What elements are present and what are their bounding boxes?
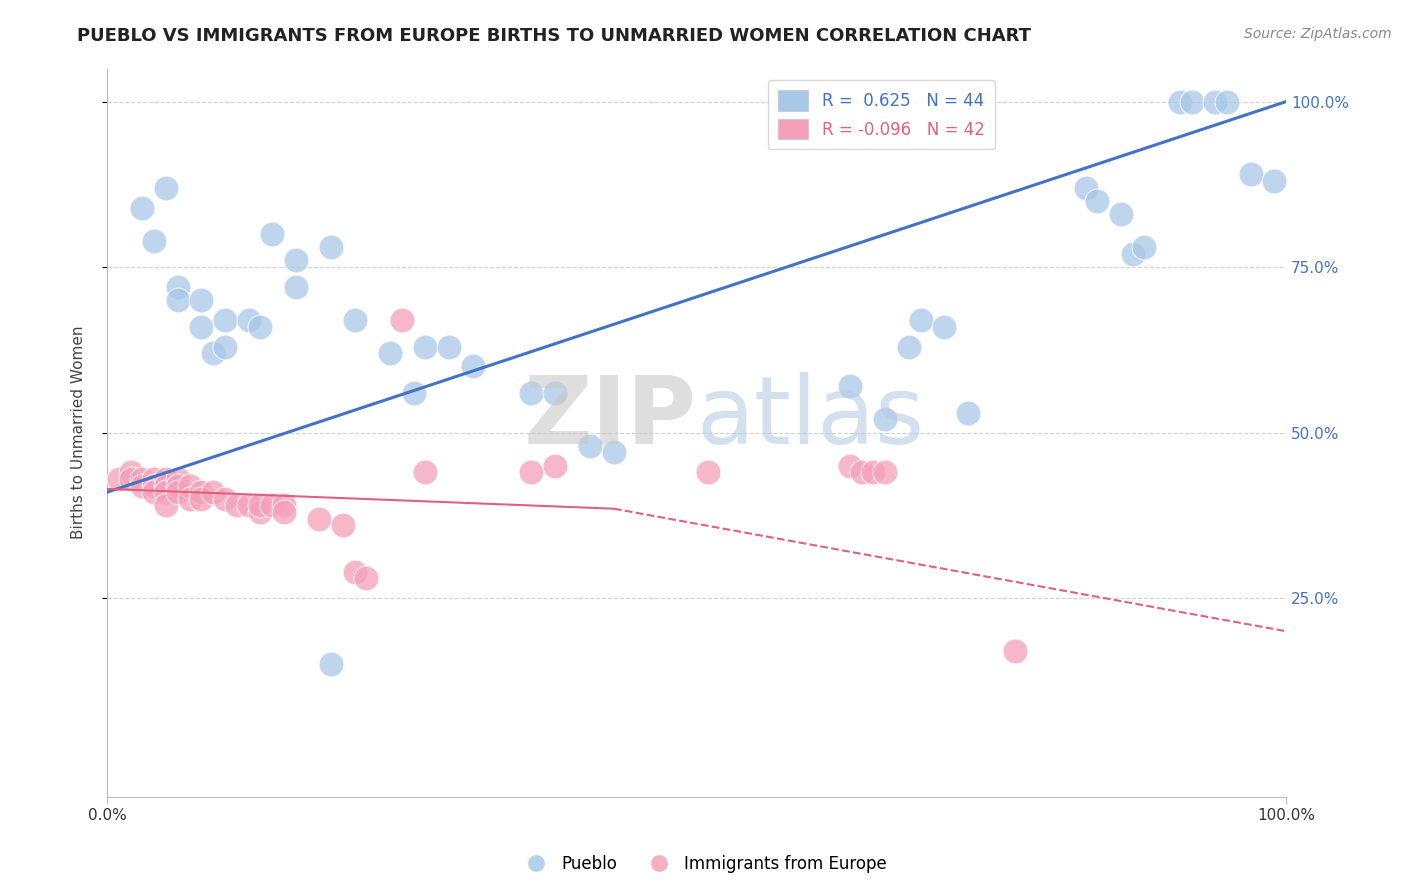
Point: [520, 385, 543, 400]
Point: [838, 379, 860, 393]
Point: [166, 280, 188, 294]
Point: [1216, 95, 1239, 109]
Point: [120, 472, 142, 486]
Point: [143, 234, 166, 248]
Text: atlas: atlas: [696, 372, 925, 464]
Point: [319, 657, 342, 672]
Point: [190, 485, 212, 500]
Point: [108, 472, 131, 486]
Text: Source: ZipAtlas.com: Source: ZipAtlas.com: [1244, 27, 1392, 41]
Point: [319, 240, 342, 254]
Point: [249, 499, 271, 513]
Point: [862, 466, 884, 480]
Point: [343, 565, 366, 579]
Point: [378, 346, 401, 360]
Point: [284, 253, 307, 268]
Point: [214, 491, 236, 506]
Point: [391, 313, 413, 327]
Point: [875, 466, 897, 480]
Point: [166, 478, 188, 492]
Point: [461, 359, 484, 374]
Point: [1263, 174, 1285, 188]
Point: [910, 313, 932, 327]
Point: [155, 180, 177, 194]
Point: [1074, 180, 1097, 194]
Point: [131, 478, 153, 492]
Point: [1181, 95, 1204, 109]
Point: [284, 280, 307, 294]
Point: [544, 458, 567, 473]
Point: [1122, 247, 1144, 261]
Point: [166, 485, 188, 500]
Point: [166, 293, 188, 308]
Point: [332, 518, 354, 533]
Point: [897, 340, 920, 354]
Point: [190, 491, 212, 506]
Legend: Pueblo, Immigrants from Europe: Pueblo, Immigrants from Europe: [513, 848, 893, 880]
Point: [143, 485, 166, 500]
Point: [932, 319, 955, 334]
Point: [120, 466, 142, 480]
Point: [308, 511, 330, 525]
Point: [1239, 168, 1261, 182]
Point: [155, 472, 177, 486]
Legend: R =  0.625   N = 44, R = -0.096   N = 42: R = 0.625 N = 44, R = -0.096 N = 42: [769, 80, 994, 150]
Point: [415, 466, 437, 480]
Point: [249, 319, 271, 334]
Point: [262, 499, 284, 513]
Point: [155, 499, 177, 513]
Point: [131, 472, 153, 486]
Point: [225, 499, 247, 513]
Point: [190, 319, 212, 334]
Point: [1204, 95, 1226, 109]
Point: [838, 458, 860, 473]
Point: [249, 505, 271, 519]
Point: [415, 340, 437, 354]
Point: [143, 472, 166, 486]
Point: [956, 406, 979, 420]
Point: [179, 491, 201, 506]
Text: PUEBLO VS IMMIGRANTS FROM EUROPE BIRTHS TO UNMARRIED WOMEN CORRELATION CHART: PUEBLO VS IMMIGRANTS FROM EUROPE BIRTHS …: [77, 27, 1032, 45]
Point: [166, 472, 188, 486]
Point: [273, 505, 295, 519]
Point: [190, 293, 212, 308]
Point: [579, 439, 602, 453]
Point: [1004, 644, 1026, 658]
Point: [273, 499, 295, 513]
Point: [214, 340, 236, 354]
Point: [1085, 194, 1108, 208]
Point: [155, 485, 177, 500]
Point: [851, 466, 873, 480]
Point: [343, 313, 366, 327]
Point: [402, 385, 425, 400]
Point: [1168, 95, 1191, 109]
Point: [238, 499, 260, 513]
Point: [1133, 240, 1156, 254]
Point: [179, 478, 201, 492]
Point: [202, 485, 225, 500]
Point: [155, 478, 177, 492]
Text: ZIP: ZIP: [523, 372, 696, 464]
Point: [143, 478, 166, 492]
Point: [202, 346, 225, 360]
Point: [238, 313, 260, 327]
Point: [131, 201, 153, 215]
Point: [875, 412, 897, 426]
Y-axis label: Births to Unmarried Women: Births to Unmarried Women: [72, 326, 86, 540]
Point: [697, 466, 720, 480]
Point: [214, 313, 236, 327]
Point: [262, 227, 284, 241]
Point: [544, 385, 567, 400]
Point: [520, 466, 543, 480]
Point: [603, 445, 626, 459]
Point: [356, 571, 378, 585]
Point: [1109, 207, 1132, 221]
Point: [437, 340, 460, 354]
